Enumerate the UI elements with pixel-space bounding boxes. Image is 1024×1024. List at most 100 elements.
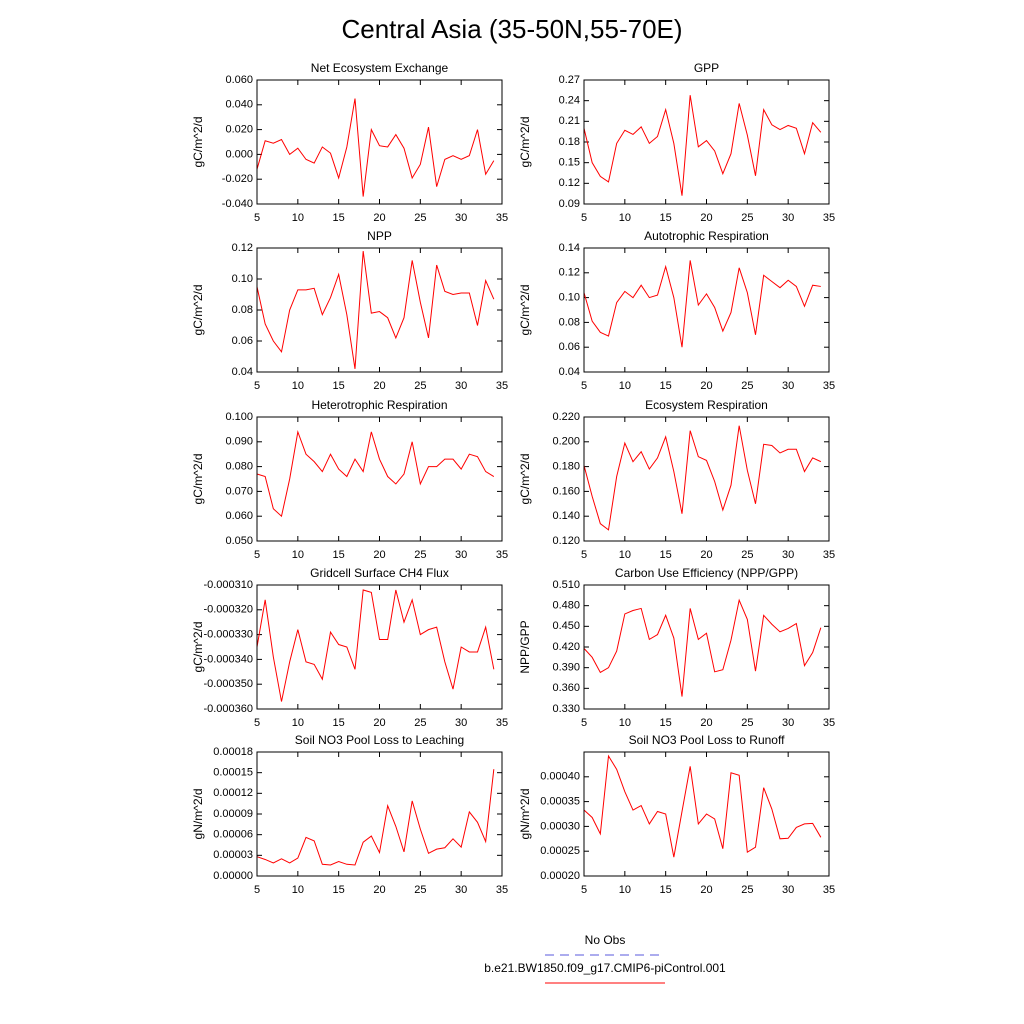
panel-title: Heterotrophic Respiration	[311, 398, 447, 412]
x-tick-label: 15	[333, 549, 345, 561]
x-tick-label: 30	[782, 212, 794, 224]
y-tick-label: -0.000340	[203, 653, 253, 665]
data-line	[583, 598, 822, 697]
x-tick-label: 15	[660, 212, 672, 224]
y-tick-label: 0.00009	[213, 808, 253, 820]
y-tick-label: 0.00020	[540, 870, 580, 882]
plot-frame	[256, 751, 503, 877]
y-tick-label: 0.00012	[213, 787, 253, 799]
y-tick-label: 0.12	[559, 267, 580, 279]
x-tick-label: 30	[455, 717, 467, 729]
y-tick-label: 0.160	[552, 485, 580, 497]
y-tick-label: 0.080	[225, 461, 253, 473]
y-tick-label: 0.060	[225, 74, 253, 86]
y-tick-label: 0.21	[559, 115, 580, 127]
x-tick-label: 10	[619, 380, 631, 392]
y-tick-label: 0.04	[232, 366, 253, 378]
x-tick-label: 35	[823, 884, 835, 896]
data-line	[256, 98, 495, 197]
y-axis-label: gC/m^2/d	[518, 117, 532, 168]
x-tick-label: 25	[741, 212, 753, 224]
y-tick-label: 0.00018	[213, 746, 253, 758]
y-tick-label: 0.09	[559, 198, 580, 210]
y-tick-label: 0.480	[552, 600, 580, 612]
y-tick-label: 0.10	[232, 273, 253, 285]
data-line	[256, 589, 495, 702]
panel-title: NPP	[367, 229, 392, 243]
x-tick-label: 30	[782, 717, 794, 729]
y-tick-label: 0.12	[232, 242, 253, 254]
x-tick-label: 25	[741, 884, 753, 896]
x-tick-label: 20	[700, 884, 712, 896]
x-tick-label: 5	[254, 717, 260, 729]
data-line	[583, 95, 822, 196]
y-tick-label: 0.180	[552, 461, 580, 473]
y-tick-label: 0.18	[559, 136, 580, 148]
x-tick-label: 15	[333, 717, 345, 729]
x-tick-label: 10	[292, 549, 304, 561]
y-tick-label: -0.000320	[203, 604, 253, 616]
x-tick-label: 20	[700, 717, 712, 729]
x-tick-label: 30	[782, 380, 794, 392]
y-tick-label: 0.10	[559, 292, 580, 304]
plot-frame	[583, 751, 830, 877]
y-tick-label: 0.000	[225, 148, 253, 160]
x-tick-label: 10	[292, 380, 304, 392]
data-line	[256, 429, 495, 518]
x-tick-label: 15	[333, 212, 345, 224]
x-tick-label: 5	[581, 884, 587, 896]
plot-frame	[256, 416, 503, 542]
y-axis-label: NPP/GPP	[518, 620, 532, 673]
data-line	[583, 425, 822, 531]
y-tick-label: 0.00025	[540, 845, 580, 857]
x-tick-label: 35	[823, 549, 835, 561]
y-tick-label: 0.360	[552, 682, 580, 694]
figure-title: Central Asia (35-50N,55-70E)	[341, 14, 682, 44]
x-tick-label: 25	[741, 380, 753, 392]
plot-frame	[583, 247, 830, 373]
x-tick-label: 35	[496, 549, 508, 561]
x-tick-label: 30	[455, 380, 467, 392]
data-line	[256, 769, 495, 866]
x-tick-label: 25	[741, 549, 753, 561]
x-tick-label: 10	[619, 717, 631, 729]
x-tick-label: 35	[496, 717, 508, 729]
data-line	[583, 754, 822, 858]
x-tick-label: 35	[823, 717, 835, 729]
panel-title: Carbon Use Efficiency (NPP/GPP)	[615, 566, 798, 580]
x-tick-label: 20	[373, 717, 385, 729]
x-tick-label: 5	[254, 212, 260, 224]
y-tick-label: -0.000330	[203, 629, 253, 641]
x-tick-label: 10	[619, 212, 631, 224]
y-tick-label: 0.00003	[213, 849, 253, 861]
x-tick-label: 35	[496, 884, 508, 896]
y-tick-label: 0.140	[552, 510, 580, 522]
plot-frame	[256, 247, 503, 373]
x-tick-label: 20	[700, 380, 712, 392]
y-tick-label: 0.120	[552, 535, 580, 547]
panel-title: Autotrophic Respiration	[644, 229, 769, 243]
y-tick-label: 0.510	[552, 579, 580, 591]
y-tick-label: 0.040	[225, 99, 253, 111]
y-tick-label: 0.100	[225, 411, 253, 423]
x-tick-label: 35	[823, 380, 835, 392]
y-axis-label: gC/m^2/d	[191, 622, 205, 673]
x-tick-label: 25	[414, 380, 426, 392]
y-tick-label: 0.200	[552, 436, 580, 448]
x-tick-label: 5	[254, 884, 260, 896]
y-axis-label: gC/m^2/d	[191, 285, 205, 336]
y-tick-label: 0.420	[552, 641, 580, 653]
panel-title: GPP	[694, 61, 719, 75]
y-tick-label: 0.00030	[540, 820, 580, 832]
x-tick-label: 25	[414, 717, 426, 729]
plot-frame	[583, 79, 830, 205]
x-tick-label: 30	[782, 549, 794, 561]
x-tick-label: 25	[414, 884, 426, 896]
y-tick-label: 0.00006	[213, 829, 253, 841]
x-tick-label: 20	[700, 212, 712, 224]
x-tick-label: 20	[373, 212, 385, 224]
x-tick-label: 30	[455, 549, 467, 561]
legend-label: No Obs	[585, 933, 626, 947]
